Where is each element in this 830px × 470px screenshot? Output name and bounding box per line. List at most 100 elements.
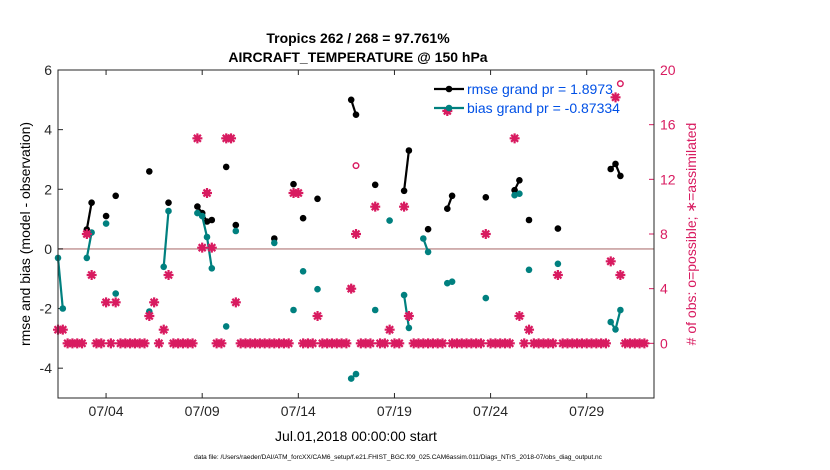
bias-point (386, 217, 393, 224)
y-axis-ticks: -4 -2 0 2 4 6 (40, 62, 63, 376)
obs-assimilated-marker (639, 338, 650, 349)
rmse-point (444, 205, 451, 212)
obs-assimilated-marker (514, 311, 525, 321)
rmse-point (448, 192, 456, 200)
bias-point (482, 294, 490, 302)
obs-assimilated-marker (365, 338, 376, 349)
obs-assimilated-marker (552, 270, 563, 280)
bias-point (554, 260, 562, 268)
rmse-point (352, 111, 360, 118)
rmse-point (424, 225, 432, 233)
obs-assimilated-marker (480, 229, 491, 239)
y-tick-label: -2 (40, 301, 53, 317)
bias-point (222, 323, 230, 330)
bias-point (314, 285, 321, 293)
bias-point (165, 207, 172, 215)
rmse-point (400, 187, 408, 195)
rmse-point (299, 214, 307, 222)
y-tick-label: 2 (44, 181, 52, 197)
chart-title: Tropics 262 / 268 = 97.761% (266, 30, 450, 46)
y-tick-label: 0 (44, 241, 52, 257)
legend: rmse grand pr = 1.8973 bias grand pr = -… (434, 81, 620, 116)
rmse-point (208, 216, 216, 224)
obs-possible-marker (352, 162, 360, 170)
bias-point (102, 220, 110, 227)
y2-tick-label: 0 (660, 335, 668, 351)
y2-axis-label: # of obs: o=possible; ∗=assimilated (683, 123, 699, 346)
obs-assimilated-marker (293, 188, 304, 198)
bias-point (424, 248, 432, 256)
obs-assimilated-marker (206, 242, 217, 253)
rmse-point (525, 216, 533, 224)
obs-assimilated-marker (226, 133, 237, 144)
rmse-point (146, 168, 153, 175)
obs-assimilated-marker (153, 338, 164, 349)
rmse-point (194, 203, 201, 210)
obs-assimilated-marker (437, 338, 448, 349)
bias-line (403, 294, 410, 329)
rmse-point (88, 199, 95, 206)
obs-possible-marker (405, 312, 413, 320)
x-axis-label: Jul.01,2018 00:00:00 start (275, 428, 437, 444)
obs-assimilated-marker (351, 229, 361, 239)
bias-point (371, 306, 379, 314)
bias-point (194, 209, 201, 217)
x-tick-label: 07/29 (569, 403, 604, 419)
rmse-point (612, 160, 619, 168)
rmse-point (232, 221, 240, 229)
y2-tick-label: 16 (660, 117, 676, 133)
bias-point (420, 235, 427, 242)
rmse-point (516, 177, 523, 184)
obs-assimilated-marker (504, 338, 515, 349)
bias-point (448, 278, 456, 286)
obs-possible-marker (616, 80, 624, 88)
rmse-point (617, 172, 624, 180)
obs-assimilated-marker (139, 338, 150, 349)
x-tick-label: 07/14 (281, 403, 316, 419)
bias-point (405, 324, 413, 332)
obs-assimilated-marker (77, 338, 88, 349)
obs-assimilated-marker (144, 311, 155, 321)
bias-point (232, 227, 240, 235)
obs-assimilated-marker (230, 297, 241, 308)
bias-point (525, 266, 533, 274)
y-axis-label: rmse and bias (model - observation) (17, 122, 33, 346)
bias-point (607, 318, 614, 326)
bias-point (617, 306, 624, 314)
rmse-line (85, 202, 93, 230)
bias-point (290, 306, 297, 314)
rmse-point (405, 147, 413, 154)
obs-assimilated-marker (81, 229, 92, 239)
obs-assimilated-marker (346, 283, 357, 294)
obs-assimilated-series (53, 92, 650, 349)
bias-point (160, 263, 167, 271)
x-axis-ticks: 07/04 07/09 07/14 07/19 07/24 07/29 (89, 70, 604, 419)
rmse-point (607, 165, 614, 173)
y2-tick-label: 20 (660, 62, 676, 78)
bias-line (56, 257, 64, 309)
bias-point (198, 212, 206, 220)
rmse-point (314, 195, 321, 203)
obs-assimilated-marker (163, 270, 174, 280)
obs-assimilated-marker (600, 338, 611, 349)
obs-assimilated-marker (202, 188, 212, 198)
obs-assimilated-marker (341, 338, 352, 349)
obs-assimilated-marker (475, 338, 486, 349)
obs-assimilated-marker (216, 338, 227, 349)
obs-assimilated-marker (149, 297, 160, 308)
obs-assimilated-marker (370, 201, 381, 212)
obs-assimilated-marker (399, 201, 410, 212)
bias-line (162, 210, 170, 267)
legend-bias-marker (445, 104, 453, 112)
bias-point (352, 370, 360, 378)
obs-assimilated-marker (379, 338, 390, 349)
obs-assimilated-marker (187, 338, 198, 349)
obs-assimilated-marker (524, 324, 535, 335)
bias-point (271, 239, 278, 247)
obs-possible-marker (347, 285, 355, 293)
obs-assimilated-marker (509, 133, 520, 144)
obs-assimilated-marker (403, 311, 414, 321)
rmse-point (290, 180, 297, 188)
obs-assimilated-marker (442, 106, 453, 116)
x-tick-label: 07/09 (185, 403, 220, 419)
